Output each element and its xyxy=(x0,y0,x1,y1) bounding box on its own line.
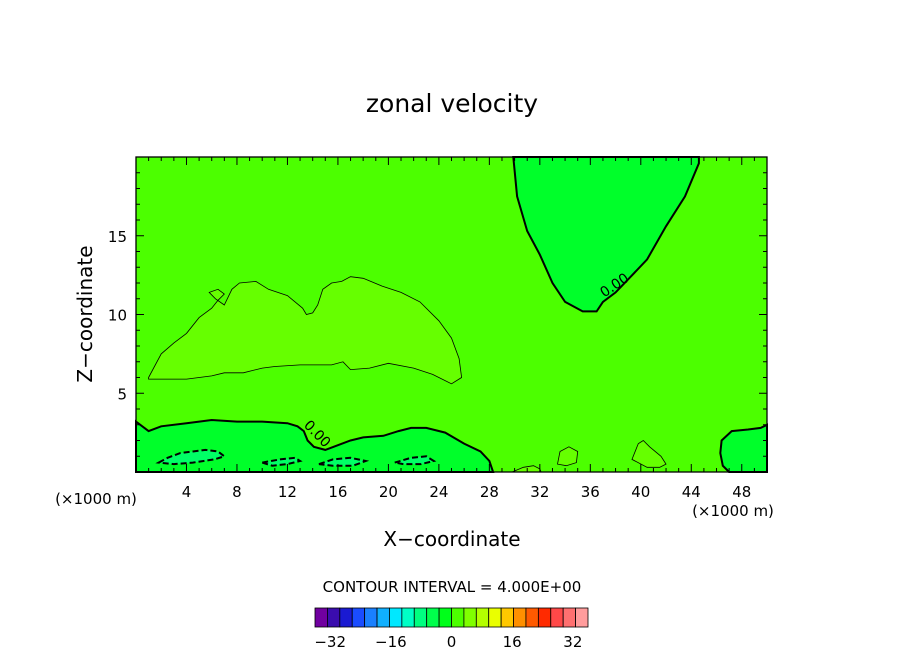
colorbar-cell xyxy=(550,607,564,628)
x-tick-label: 24 xyxy=(429,483,448,501)
x-tick-label: 20 xyxy=(379,483,398,501)
colorbar-cell xyxy=(513,607,527,628)
colorbar-labels: −32 −16 0 16 32 xyxy=(314,633,582,651)
contour-region xyxy=(155,448,227,466)
x-unit-right: (×1000 m) xyxy=(692,502,774,520)
x-tick-label: 32 xyxy=(530,483,549,501)
contour-interval-label: CONTOUR INTERVAL = 4.000E+00 xyxy=(323,578,582,596)
axis-ticks xyxy=(136,157,767,472)
colorbar-cell xyxy=(525,607,539,628)
colorbar-cell xyxy=(500,607,514,628)
contour-region xyxy=(512,156,700,313)
colorbar-cell xyxy=(426,607,440,628)
colorbar-cell xyxy=(488,607,502,628)
x-tick-label: 36 xyxy=(581,483,600,501)
x-tick-label: 40 xyxy=(631,483,650,501)
y-tick-label: 10 xyxy=(108,307,127,325)
plot-area xyxy=(135,156,768,473)
colorbar-cell xyxy=(463,607,477,628)
contour-region xyxy=(261,456,303,467)
colorbar-cell xyxy=(376,607,390,628)
x-tick-label: 44 xyxy=(682,483,701,501)
colorbar-tick-label: 0 xyxy=(447,633,457,651)
colorbar-cell xyxy=(339,607,353,628)
colorbar-cell xyxy=(327,607,341,628)
x-tick-label: 48 xyxy=(732,483,751,501)
colorbar-cell xyxy=(575,607,589,628)
colorbar-cell xyxy=(537,607,552,628)
colorbar-cell xyxy=(413,607,428,628)
contour-region xyxy=(557,446,579,467)
x-tick-label: 28 xyxy=(480,483,499,501)
x-tick-label: 16 xyxy=(328,483,347,501)
contour-region xyxy=(631,439,667,468)
colorbar-tick-label: −16 xyxy=(375,633,407,651)
x-tick-label: 4 xyxy=(182,483,192,501)
x-unit-left: (×1000 m) xyxy=(55,490,137,508)
y-tick-labels: 5 10 15 xyxy=(108,228,127,404)
colorbar-cell xyxy=(475,607,490,628)
colorbar-cell xyxy=(451,607,465,628)
chart-title: zonal velocity xyxy=(366,89,538,118)
contour-region xyxy=(148,276,463,385)
contour-region xyxy=(318,456,370,467)
colorbar-cell xyxy=(562,607,576,628)
colorbar-cell xyxy=(351,607,366,628)
colorbar-cell xyxy=(389,607,403,628)
x-axis-label: X−coordinate xyxy=(383,527,520,551)
colorbar-cell xyxy=(401,607,415,628)
colorbar-tick-label: 16 xyxy=(503,633,522,651)
colorbar-tick-label: 32 xyxy=(563,633,582,651)
x-tick-label: 8 xyxy=(232,483,242,501)
colorbar-tick-label: −32 xyxy=(314,633,346,651)
contour-region xyxy=(394,455,437,466)
colorbar-cell xyxy=(438,607,452,628)
x-tick-label: 12 xyxy=(278,483,297,501)
colorbar-cell xyxy=(364,607,378,628)
x-tick-labels: 4 8 12 16 20 24 28 32 36 40 44 48 xyxy=(182,483,752,501)
colorbar-cell xyxy=(314,607,328,628)
contour-regions xyxy=(135,156,768,473)
y-tick-label: 5 xyxy=(117,385,127,403)
y-tick-label: 15 xyxy=(108,228,127,246)
y-axis-label: Z−coordinate xyxy=(73,245,97,382)
colorbar xyxy=(314,607,589,628)
